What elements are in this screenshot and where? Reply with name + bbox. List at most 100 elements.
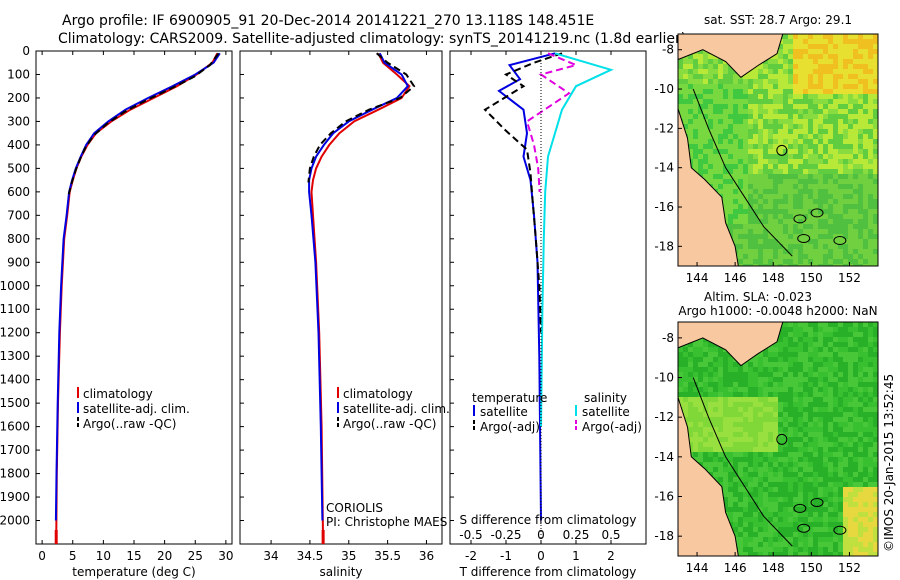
sst_map-cell [843, 229, 848, 234]
sst_map-cell [828, 149, 833, 154]
sst_map-cell [703, 59, 708, 64]
sst_map-cell [803, 249, 808, 254]
sla_map-cell [873, 432, 878, 437]
sst_map-cell [798, 249, 803, 254]
sst_map-cell [868, 144, 873, 149]
sla_map-cell [768, 442, 773, 447]
sst_map-cell [848, 139, 853, 144]
sla_map-cell [748, 367, 753, 372]
sst_map-cell [848, 109, 853, 114]
sla_map-cell [868, 422, 873, 427]
sst_map-cell [848, 49, 853, 54]
sst_map-cell [863, 129, 868, 134]
sla_map-cell [873, 407, 878, 412]
sla_map-cell [828, 522, 833, 527]
sla_map-cell [733, 457, 738, 462]
sst_map-cell [788, 59, 793, 64]
sla_map-cell [828, 377, 833, 382]
sla_map-cell [843, 427, 848, 432]
sla_map-cell [813, 417, 818, 422]
sla_map-cell [873, 537, 878, 542]
sla_map-cell [783, 452, 788, 457]
sst_map-cell [793, 49, 798, 54]
sst_map-cell [863, 239, 868, 244]
sst_map-cell [688, 119, 693, 124]
sst_map-cell [718, 184, 723, 189]
sst_map-cell [808, 79, 813, 84]
sst_map-cell [783, 204, 788, 209]
sst_map-cell [743, 194, 748, 199]
sst_map-cell [803, 99, 808, 104]
sst_map-cell [843, 199, 848, 204]
sla_map-cell [693, 347, 698, 352]
sla_map-cell [778, 407, 783, 412]
sla_map-cell [678, 392, 683, 397]
sst_map-cell [793, 159, 798, 164]
sst_map-cell [758, 119, 763, 124]
sst_map-cell [828, 104, 833, 109]
sla_map-cell [698, 387, 703, 392]
sla_map-cell [743, 512, 748, 517]
sst_map-cell [858, 59, 863, 64]
sst_map-cell [858, 189, 863, 194]
sst_map-cell [868, 179, 873, 184]
sla_map-cell [803, 367, 808, 372]
sst_map-cell [788, 224, 793, 229]
sla_map-cell [803, 442, 808, 447]
sst_map-cell [753, 129, 758, 134]
sla_map-cell [843, 497, 848, 502]
sst_map-cell [713, 64, 718, 69]
sla_map-cell [823, 472, 828, 477]
sst_map-cell [858, 104, 863, 109]
sla_map-cell [868, 372, 873, 377]
differences-xtick-label: -2 [465, 549, 477, 563]
sst_map-cell [693, 144, 698, 149]
sla_map-cell [708, 347, 713, 352]
sla_map-cell [703, 417, 708, 422]
sst_map-cell [808, 119, 813, 124]
sst_map-cell [718, 134, 723, 139]
sla_map-cell [753, 512, 758, 517]
sla_map-cell [728, 517, 733, 522]
sla_map-cell [843, 362, 848, 367]
sst_map-cell [873, 204, 878, 209]
sla_map-cell [873, 327, 878, 332]
sla_map-cell [743, 462, 748, 467]
sst_map-cell [728, 229, 733, 234]
sst_map-cell [703, 169, 708, 174]
sla_map-cell [798, 492, 803, 497]
sla_map-cell [793, 432, 798, 437]
sla_map-cell [793, 337, 798, 342]
sla_map-cell [768, 462, 773, 467]
sla_map-cell [853, 427, 858, 432]
sla_map-cell [823, 382, 828, 387]
sla_map-cell [708, 447, 713, 452]
sst_map-cell [828, 179, 833, 184]
sla_map-cell [798, 452, 803, 457]
sst_map-cell [763, 64, 768, 69]
sla_map-cell [718, 372, 723, 377]
sla_map-cell [818, 372, 823, 377]
sst_map-cell [748, 179, 753, 184]
sst_map-cell [808, 49, 813, 54]
sla_map-cell [813, 517, 818, 522]
sla_map-cell [788, 447, 793, 452]
sst_map-cell [728, 194, 733, 199]
sla_map-cell [848, 357, 853, 362]
sst_map-cell [788, 184, 793, 189]
sla_map-cell [763, 512, 768, 517]
sst_map-cell [758, 259, 763, 264]
temperature-xlabel: temperature (deg C) [72, 565, 195, 579]
sst_map-cell [713, 129, 718, 134]
salinity-series-2 [308, 52, 410, 521]
sla_map-cell [853, 477, 858, 482]
sst_map-cell [798, 64, 803, 69]
differences-s-tick-label: 0.25 [563, 528, 590, 542]
sla_map-cell [853, 327, 858, 332]
sst_map-cell [758, 199, 763, 204]
sla_map-cell [848, 372, 853, 377]
sst_map-cell [688, 149, 693, 154]
sst_map-cell [758, 94, 763, 99]
sla_map-cell [703, 427, 708, 432]
sla_map-cell [723, 432, 728, 437]
